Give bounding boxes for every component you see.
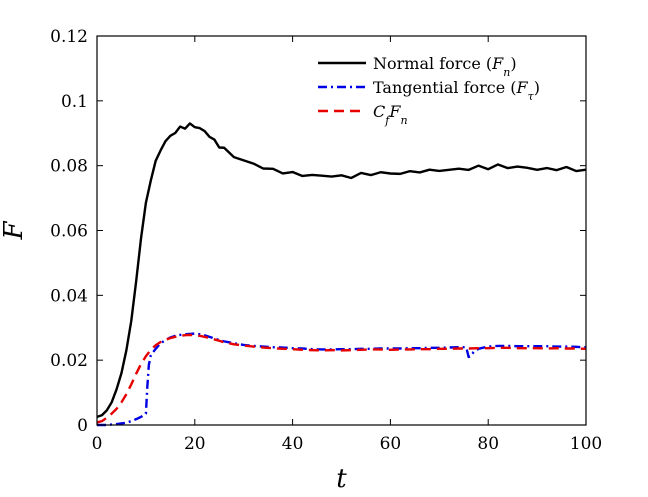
x-tick-label: 20	[184, 434, 206, 454]
y-tick-label: 0.06	[50, 222, 88, 242]
y-tick-label: 0.12	[50, 27, 88, 47]
x-axis-label: t	[336, 464, 347, 494]
series-line-cf-fn	[96, 333, 587, 424]
x-tick-label: 0	[92, 434, 103, 454]
y-tick-label: 0.04	[50, 286, 88, 306]
x-tick-label: 80	[477, 434, 499, 454]
x-tick-label: 60	[380, 434, 402, 454]
legend: Normal force (Fn)Tangential force (Fτ)Cf…	[318, 54, 540, 127]
x-tick-label: 100	[570, 434, 602, 454]
series-line-normal-force	[96, 122, 587, 419]
y-axis-label: F	[0, 221, 29, 241]
x-tick-label: 40	[282, 434, 304, 454]
legend-entry: Normal force (Fn)	[373, 54, 517, 79]
y-tick-label: 0.1	[61, 92, 88, 112]
series-line-tangential-force	[97, 332, 587, 427]
legend-entry: CfFn	[373, 102, 408, 127]
tick-layer: 0 20 40 60 80 100 0 0.02 0.04 0.06 0.08 0.1 0.12	[50, 27, 602, 454]
series-layer	[96, 122, 587, 427]
y-tick-label: 0.08	[50, 157, 88, 177]
legend-entry: Tangential force (Fτ)	[373, 78, 540, 103]
y-tick-label: 0	[77, 416, 88, 436]
y-tick-label: 0.02	[50, 351, 88, 371]
